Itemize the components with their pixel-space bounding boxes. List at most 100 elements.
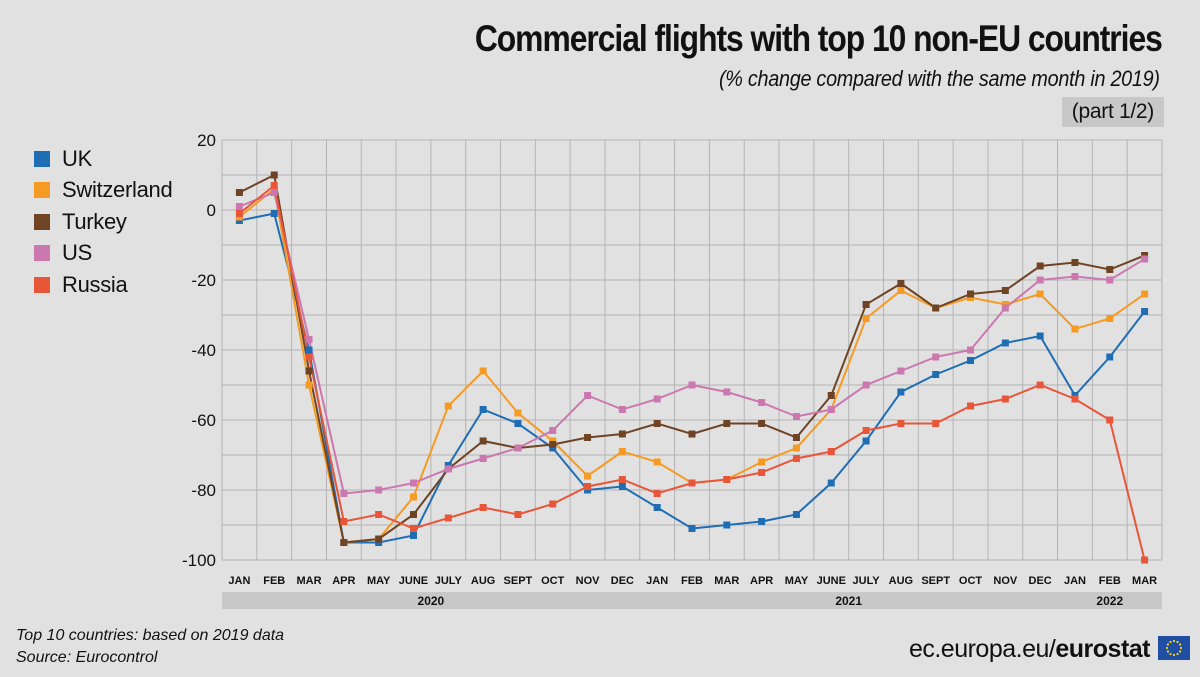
footnote: Top 10 countries: based on 2019 data Sou…: [16, 625, 284, 669]
legend-label: Switzerland: [62, 177, 173, 203]
data-point-us: [723, 388, 731, 396]
data-point-russia: [270, 182, 278, 189]
x-tick-label: SEPT: [504, 575, 533, 587]
data-point-russia: [375, 511, 383, 518]
data-point-switzerland: [1071, 325, 1079, 333]
data-point-us: [688, 381, 696, 389]
data-point-uk: [758, 518, 766, 525]
x-tick-label: MAY: [367, 575, 391, 587]
year-band: [222, 592, 1162, 609]
data-point-russia: [1106, 416, 1114, 424]
data-point-russia: [409, 525, 417, 532]
data-point-turkey: [584, 434, 592, 441]
data-point-russia: [862, 427, 870, 434]
legend-item-russia: Russia: [34, 269, 172, 301]
x-tick-label: APR: [332, 575, 355, 587]
data-point-switzerland: [305, 381, 313, 389]
data-point-russia: [340, 518, 348, 525]
x-tick-label: APR: [750, 575, 773, 587]
data-point-russia: [827, 448, 835, 455]
x-tick-label: JAN: [1064, 575, 1086, 587]
part-label: (part 1/2): [1061, 97, 1164, 127]
legend-item-uk: UK: [34, 143, 172, 175]
data-point-uk: [1106, 353, 1114, 361]
data-point-turkey: [305, 367, 313, 375]
legend: UK Switzerland Turkey US Russia: [34, 143, 173, 301]
data-point-switzerland: [897, 287, 905, 294]
legend-label: UK: [62, 145, 92, 171]
data-point-russia: [618, 476, 626, 483]
x-tick-label: JUNE: [817, 575, 846, 587]
data-point-russia: [967, 402, 975, 410]
data-point-uk: [897, 388, 905, 396]
x-tick-label: JUNE: [399, 575, 428, 587]
legend-swatch: [34, 213, 50, 230]
data-point-switzerland: [444, 402, 452, 410]
data-point-turkey: [1036, 262, 1044, 270]
y-tick-label: -80: [191, 481, 216, 500]
data-point-switzerland: [1106, 315, 1114, 322]
x-tick-label: DEC: [611, 575, 634, 587]
y-tick-label: -20: [191, 271, 216, 290]
data-point-us: [1036, 276, 1044, 284]
data-point-us: [479, 455, 487, 462]
data-point-russia: [792, 455, 800, 462]
data-point-russia: [932, 420, 940, 427]
legend-swatch: [34, 182, 50, 199]
data-point-russia: [549, 500, 557, 508]
x-tick-label: OCT: [541, 575, 565, 587]
data-point-us: [618, 406, 626, 413]
x-tick-label: FEB: [263, 575, 285, 587]
chart-subtitle: (% change compared with the same month i…: [719, 66, 1160, 91]
data-point-us: [1071, 273, 1079, 280]
data-point-russia: [584, 483, 592, 490]
year-label: 2022: [1096, 594, 1123, 608]
data-point-us: [653, 395, 661, 403]
data-point-russia: [688, 479, 696, 487]
data-point-russia: [514, 511, 522, 518]
legend-item-turkey: Turkey: [34, 206, 172, 238]
x-tick-label: DEC: [1029, 575, 1052, 587]
data-point-us: [444, 465, 452, 473]
data-point-us: [967, 346, 975, 354]
data-point-uk: [723, 521, 731, 529]
data-point-us: [375, 486, 383, 494]
data-point-russia: [479, 504, 487, 511]
data-point-turkey: [1071, 259, 1079, 266]
data-point-russia: [1071, 395, 1079, 403]
data-point-switzerland: [409, 493, 417, 501]
data-point-switzerland: [514, 409, 522, 417]
data-point-russia: [758, 469, 766, 476]
data-point-turkey: [235, 189, 243, 196]
data-point-turkey: [653, 420, 661, 427]
x-tick-label: MAR: [1132, 575, 1157, 587]
y-tick-label: -40: [191, 341, 216, 360]
data-point-turkey: [409, 511, 417, 518]
data-point-turkey: [1106, 266, 1114, 273]
data-point-switzerland: [618, 448, 626, 455]
data-point-switzerland: [1036, 290, 1044, 298]
data-point-turkey: [618, 430, 626, 438]
legend-label: Turkey: [62, 208, 127, 234]
data-point-russia: [1141, 556, 1149, 564]
data-point-us: [409, 479, 417, 487]
data-point-uk: [967, 357, 975, 364]
data-point-us: [758, 399, 766, 406]
legend-label: Russia: [62, 271, 128, 297]
data-point-turkey: [723, 420, 731, 427]
x-tick-label: OCT: [959, 575, 983, 587]
data-point-russia: [1036, 381, 1044, 389]
data-point-turkey: [270, 171, 278, 179]
data-point-us: [1141, 255, 1149, 263]
year-label: 2021: [835, 594, 862, 608]
data-point-switzerland: [758, 458, 766, 466]
data-point-russia: [723, 476, 731, 483]
data-point-us: [235, 203, 243, 210]
data-point-russia: [444, 514, 452, 522]
data-point-turkey: [340, 539, 348, 546]
x-tick-label: JULY: [435, 575, 463, 587]
data-point-switzerland: [792, 444, 800, 452]
x-tick-label: JULY: [853, 575, 881, 587]
data-point-uk: [827, 479, 835, 487]
data-point-us: [827, 406, 835, 413]
